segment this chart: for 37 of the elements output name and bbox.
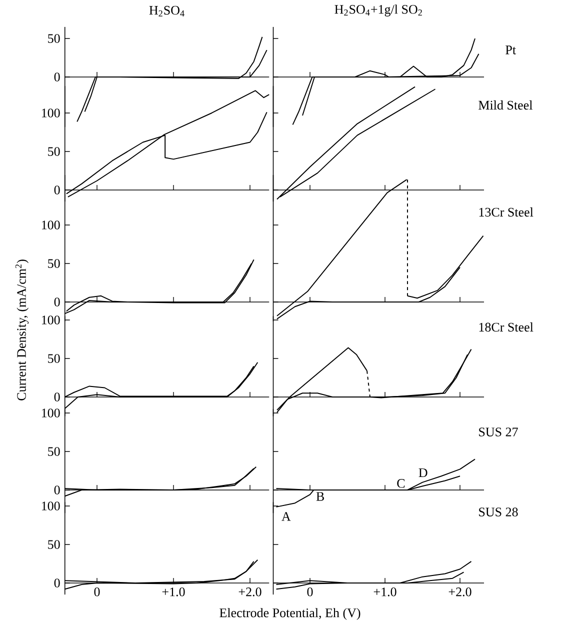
y-tick-label: 100 [42, 316, 60, 324]
y-tick-label: 50 [48, 147, 60, 156]
y-tick-label: 0 [54, 392, 60, 402]
y-tick-label: 0 [54, 578, 60, 588]
x-tick-label: +2.0 [238, 588, 262, 596]
y-tick-label: 100 [42, 408, 60, 418]
annotation: Mild Steel [478, 100, 532, 110]
y-tick-label: 50 [48, 259, 60, 268]
y-tick-label: 0 [54, 72, 60, 82]
annotation: 13Cr Steel [479, 207, 534, 217]
y-tick-label: 100 [42, 502, 60, 510]
y-axis-title: Current Density, (mA/cm$^{2}$) [15, 260, 29, 400]
x-tick-label: +2.0 [448, 588, 472, 596]
annotation: C [397, 479, 405, 488]
text: Pt [506, 46, 516, 54]
y-tick-label: 100 [42, 108, 60, 118]
annotation: SUS 27 [479, 428, 518, 436]
y-tick-label: 0 [54, 298, 60, 306]
x-tick-label: 0 [94, 588, 100, 596]
chart-title: H$_{2}$SO$_{4}$+1g/l SO$_{2}$ [334, 4, 422, 16]
y-tick-label: 0 [54, 186, 60, 194]
y-tick-label: 100 [42, 220, 60, 230]
x-tick-label: 0 [307, 588, 313, 596]
x-axis-title: Electrode Potential, Eh (V) [220, 608, 360, 620]
y-tick-label: 0 [54, 486, 60, 494]
annotation: SUS 28 [479, 508, 518, 516]
x-tick-label: +1.0 [374, 588, 396, 596]
annotation: D [418, 468, 428, 478]
y-tick-label: 50 [48, 354, 60, 363]
y-tick-label: 50 [48, 447, 60, 456]
chart-title: H$_{2}$SO$_{4}$ [149, 6, 184, 16]
annotation: B [316, 492, 324, 501]
x-tick-label: +1.0 [162, 588, 185, 596]
annotation: 18Cr Steel [479, 322, 534, 332]
y-tick-label: 50 [48, 34, 60, 43]
annotation: A [282, 512, 291, 521]
y-tick-label: 50 [48, 540, 60, 549]
